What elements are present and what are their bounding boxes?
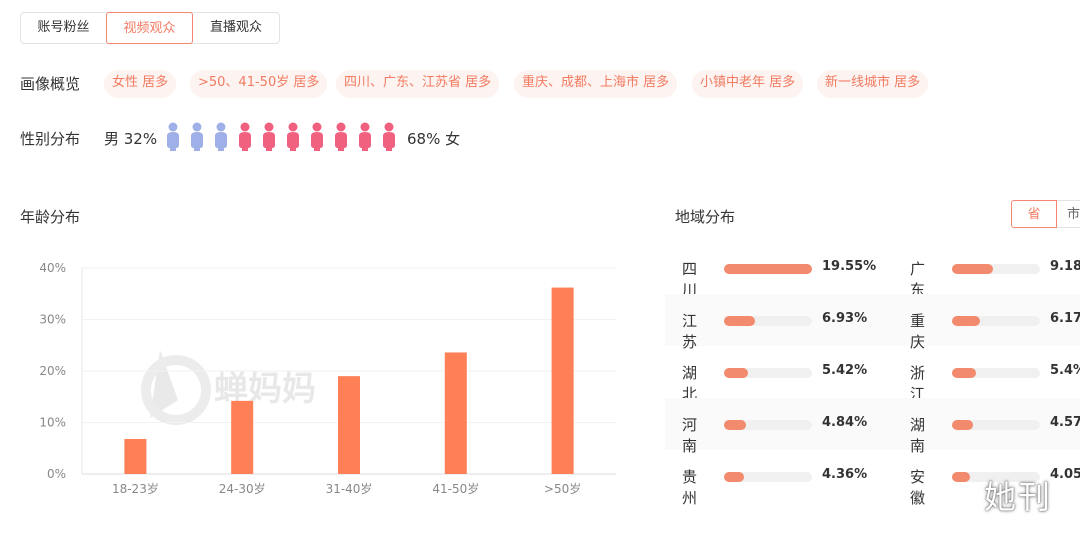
region-bar-fill: [952, 472, 971, 482]
female-percent: 68% 女: [407, 130, 461, 148]
profile-tag: 小镇中老年 居多: [692, 70, 804, 98]
age-bar: [444, 352, 467, 474]
profile-tag: 女性 居多: [104, 70, 177, 98]
x-tick-label: 31-40岁: [326, 481, 373, 496]
x-tick-label: 24-30岁: [219, 481, 266, 496]
male-person-icon: [189, 122, 205, 152]
region-bar-track: [724, 316, 812, 326]
x-tick-label: 41-50岁: [432, 481, 479, 496]
male-person-icon: [165, 122, 181, 152]
profile-label: 画像概览: [20, 75, 81, 93]
region-bar-fill: [952, 420, 973, 430]
region-bar-fill: [724, 264, 812, 274]
x-tick-label: 18-23岁: [112, 481, 159, 496]
profile-tag: 四川、广东、江苏省 居多: [336, 70, 500, 98]
region-bar-fill: [952, 316, 980, 326]
tab-video-viewers[interactable]: 视频观众: [106, 12, 193, 44]
region-bar-track: [724, 420, 812, 430]
male-percent: 男 32%: [104, 130, 158, 148]
male-person-icon: [213, 122, 229, 152]
region-bar-track: [724, 368, 812, 378]
region-percent: 6.17%: [1050, 311, 1080, 326]
region-name: 安徽: [910, 468, 926, 507]
toggle-city-button[interactable]: 市: [1057, 200, 1080, 228]
x-tick-label: >50岁: [544, 481, 581, 496]
chart-watermark-text: 蝉妈妈: [214, 369, 316, 409]
region-row: 贵州 4.36% 安徽 4.05%: [665, 450, 1080, 507]
profile-tag: 新一线城市 居多: [817, 70, 929, 98]
female-person-icon: [237, 122, 253, 152]
audience-tabs: 账号粉丝 视频观众 直播观众: [20, 12, 280, 44]
region-percent: 19.55%: [822, 259, 877, 274]
gender-label: 性别分布: [20, 130, 81, 148]
tab-live-viewers[interactable]: 直播观众: [209, 20, 262, 35]
y-tick-label: 0%: [47, 467, 66, 481]
region-name: 江苏: [682, 312, 698, 351]
region-bar-track: [724, 264, 812, 274]
region-row: 湖北5.42%浙江5.4%: [665, 346, 1080, 403]
female-person-icon: [357, 122, 373, 152]
region-bar-track: [952, 316, 1040, 326]
region-bar-fill: [724, 420, 746, 430]
region-name: 贵州: [682, 468, 698, 507]
y-tick-label: 30%: [39, 313, 66, 327]
region-bar-track: [952, 264, 1040, 274]
y-tick-label: 20%: [39, 364, 66, 378]
region-percent: 6.93%: [822, 311, 868, 326]
age-bar: [231, 400, 254, 474]
age-bar: [338, 376, 360, 474]
chart-watermark: [141, 350, 211, 425]
region-percent: 5.4%: [1050, 363, 1080, 378]
region-bar-fill: [724, 472, 744, 482]
region-percent: 5.42%: [822, 363, 868, 378]
female-person-icon: [261, 122, 277, 152]
region-bar-fill: [952, 368, 977, 378]
region-bar-track: [952, 472, 1040, 482]
toggle-province-button[interactable]: 省: [1011, 200, 1057, 228]
region-percent: 4.57%: [1050, 415, 1080, 430]
region-name: 河南: [682, 416, 698, 455]
y-tick-label: 10%: [39, 416, 66, 430]
region-bar-fill: [952, 264, 994, 274]
tab-account-fans[interactable]: 账号粉丝: [37, 20, 90, 35]
region-percent: 4.05%: [1050, 467, 1080, 482]
age-bar: [551, 287, 574, 474]
female-person-icon: [285, 122, 301, 152]
profile-tag: >50、41-50岁 居多: [190, 70, 328, 98]
female-person-icon: [309, 122, 325, 152]
profile-tag: 重庆、成都、上海市 居多: [514, 70, 678, 98]
region-level-toggle: 省 市: [1011, 200, 1080, 228]
region-percent: 9.18%: [1050, 259, 1080, 274]
region-row: 江苏 6.93% 重庆 6.17%: [665, 294, 1080, 351]
region-section-title: 地域分布: [675, 208, 736, 226]
female-person-icon: [381, 122, 397, 152]
corner-watermark: 她刊: [984, 478, 1053, 516]
region-name: 重庆: [910, 312, 926, 351]
region-bar-track: [952, 420, 1040, 430]
region-name: 湖南: [910, 416, 926, 455]
region-bar-fill: [724, 316, 756, 326]
region-percent: 4.84%: [822, 415, 868, 430]
region-bar-track: [952, 368, 1040, 378]
age-section-title: 年龄分布: [20, 208, 81, 226]
age-bar-chart: 蝉妈妈 0% 10% 20% 30% 40% 18-23岁 24-30岁 31-40岁 41-50…: [39, 261, 616, 496]
region-bar-fill: [724, 368, 749, 378]
region-row: 河南 4.84% 湖南 4.57%: [665, 398, 1080, 455]
region-bar-track: [724, 472, 812, 482]
female-person-icon: [333, 122, 349, 152]
age-bar: [124, 438, 147, 474]
region-percent: 4.36%: [822, 467, 868, 482]
y-tick-label: 40%: [39, 261, 66, 275]
